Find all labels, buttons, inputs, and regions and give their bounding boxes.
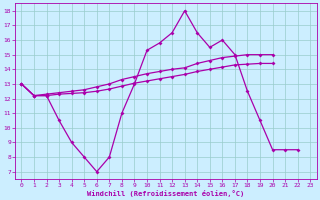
X-axis label: Windchill (Refroidissement éolien,°C): Windchill (Refroidissement éolien,°C) [87, 190, 244, 197]
